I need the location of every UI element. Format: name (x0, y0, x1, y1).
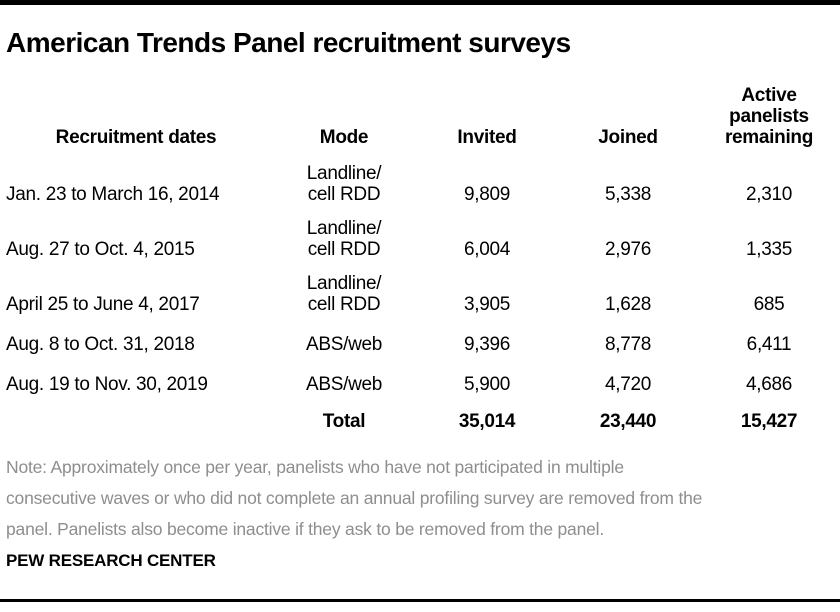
remaining-cell: 4,686 (745, 374, 793, 395)
table-header-row: Recruitment dates Mode Invited Joined Ac… (0, 75, 840, 148)
table-row: Aug. 19 to Nov. 30, 2019 ABS/web 5,900 4… (0, 355, 840, 395)
source-label: PEW RESEARCH CENTER (6, 551, 216, 570)
note-line: panel. Panelists also become inactive if… (6, 519, 605, 539)
recruitment-table: Recruitment dates Mode Invited Joined Ac… (0, 75, 840, 432)
joined-cell: 1,628 (604, 294, 652, 315)
invited-cell: 9,396 (463, 334, 511, 355)
remaining-cell: 6,411 (746, 334, 792, 355)
mode-line: cell RDD (307, 294, 381, 315)
mode-cell: Landline/ cell RDD (272, 163, 416, 205)
mode-line: Landline/ (306, 273, 382, 294)
dates-cell: Jan. 23 to March 16, 2014 (6, 184, 220, 205)
chart-title: American Trends Panel recruitment survey… (6, 27, 571, 58)
dates-cell: Aug. 19 to Nov. 30, 2019 (6, 374, 208, 395)
mode-line: cell RDD (307, 184, 381, 205)
mode-line: cell RDD (307, 239, 381, 260)
mode-cell: Landline/ cell RDD (272, 218, 416, 260)
dates-cell: Aug. 27 to Oct. 4, 2015 (6, 239, 195, 260)
table-total-row: Total 35,014 23,440 15,427 (0, 395, 840, 432)
bottom-rule (0, 599, 840, 602)
column-header-joined: Joined (598, 127, 658, 148)
joined-cell: 5,338 (604, 184, 652, 205)
total-label: Total (322, 411, 366, 432)
table-row: Aug. 27 to Oct. 4, 2015 Landline/ cell R… (0, 205, 840, 260)
mode-cell: ABS/web (272, 334, 416, 355)
table-row: April 25 to June 4, 2017 Landline/ cell … (0, 260, 840, 315)
note-text: Note: Approximately once per year, panel… (6, 452, 836, 545)
top-rule (0, 0, 840, 5)
mode-cell: Landline/ cell RDD (272, 273, 416, 315)
invited-cell: 9,809 (463, 184, 511, 205)
note-line: Note: Approximately once per year, panel… (6, 457, 624, 477)
remaining-cell: 2,310 (745, 184, 793, 205)
total-remaining-cell: 15,427 (740, 411, 798, 432)
mode-cell: ABS/web (272, 374, 416, 395)
column-header-dates: Recruitment dates (55, 127, 217, 148)
mode-line: ABS/web (305, 334, 383, 355)
remaining-cell: 1,335 (745, 239, 793, 260)
column-header-mode: Mode (319, 127, 369, 148)
remaining-cell: 685 (753, 294, 785, 315)
invited-cell: 3,905 (463, 294, 511, 315)
joined-cell: 2,976 (604, 239, 652, 260)
mode-line: ABS/web (305, 374, 383, 395)
table-row: Jan. 23 to March 16, 2014 Landline/ cell… (0, 148, 840, 205)
joined-cell: 4,720 (604, 374, 652, 395)
joined-cell: 8,778 (604, 334, 652, 355)
total-invited-cell: 35,014 (458, 411, 516, 432)
dates-cell: Aug. 8 to Oct. 31, 2018 (6, 334, 195, 355)
invited-cell: 6,004 (463, 239, 511, 260)
dates-cell: April 25 to June 4, 2017 (6, 294, 200, 315)
mode-line: Landline/ (306, 218, 382, 239)
column-header-invited: Invited (457, 127, 517, 148)
total-joined-cell: 23,440 (599, 411, 657, 432)
invited-cell: 5,900 (463, 374, 511, 395)
mode-line: Landline/ (306, 163, 382, 184)
note-line: consecutive waves or who did not complet… (6, 488, 703, 508)
column-header-remaining: Active panelists remaining (698, 85, 840, 148)
table-row: Aug. 8 to Oct. 31, 2018 ABS/web 9,396 8,… (0, 315, 840, 355)
column-header-remaining-label: Active panelists remaining (724, 85, 814, 148)
